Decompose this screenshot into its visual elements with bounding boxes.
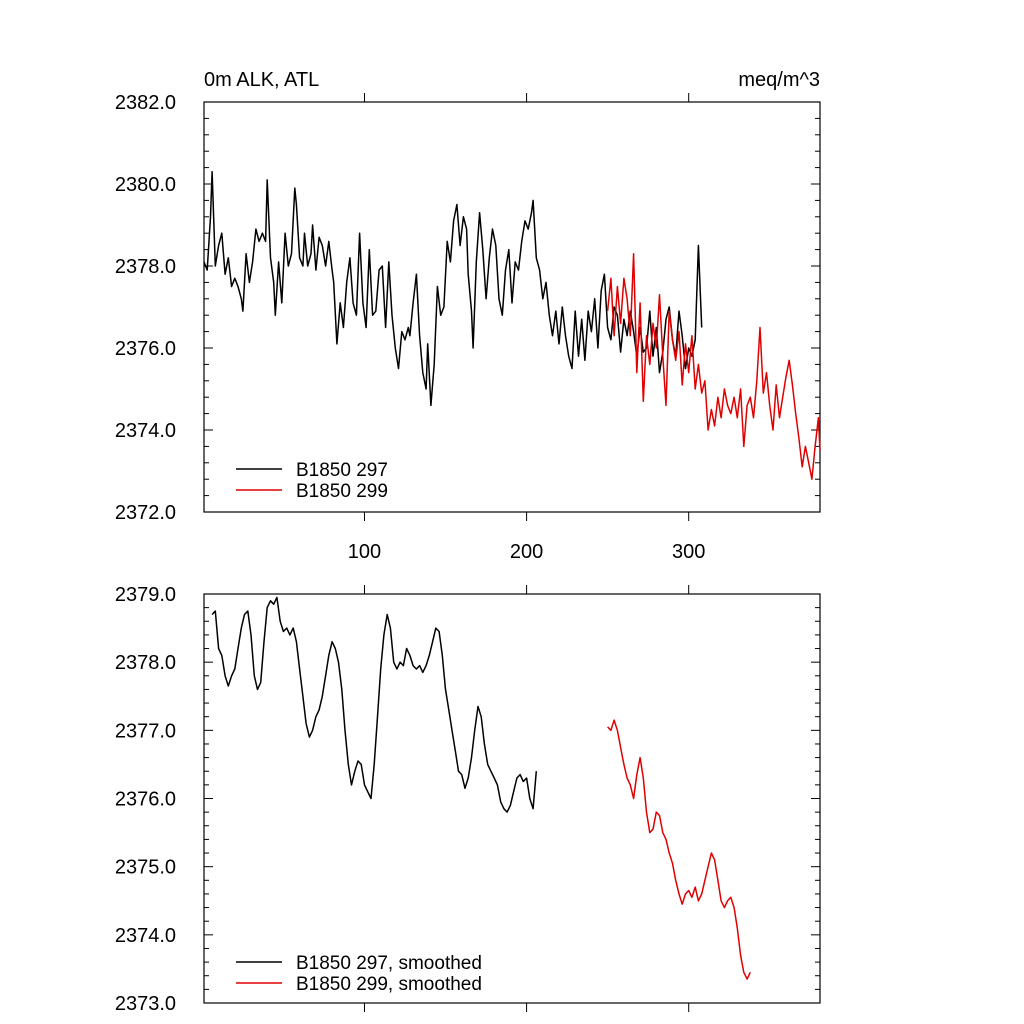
series-line-1 xyxy=(203,170,703,407)
x-tick-label: 200 xyxy=(510,541,543,563)
x-tick-label: 100 xyxy=(348,541,381,563)
y-tick-label: 2374.0 xyxy=(115,420,176,442)
legend-label: B1850 297 xyxy=(296,460,388,481)
y-tick-label: 2373.0 xyxy=(115,993,176,1015)
y-tick-label: 2376.0 xyxy=(115,338,176,360)
top-panel-units: meq/m^3 xyxy=(738,69,820,91)
y-tick-label: 2380.0 xyxy=(115,174,176,196)
y-tick-label: 2377.0 xyxy=(115,720,176,742)
legend-label: B1850 297, smoothed xyxy=(296,953,482,974)
y-tick-label: 2374.0 xyxy=(115,925,176,947)
y-tick-label: 2378.0 xyxy=(115,652,176,674)
legend-label: B1850 299, smoothed xyxy=(296,974,482,995)
top-axis-ticks: 2372.0 2374.0 2376.0 2378.0 2380.0 2382.0 100 2… xyxy=(115,92,820,563)
bottom-panel: 2373.0 2374.0 2375.0 2376.0 2377.0 2378.0 2379… xyxy=(115,584,821,1015)
y-tick-label: 2375.0 xyxy=(115,857,176,879)
y-tick-label: 2376.0 xyxy=(115,789,176,811)
y-tick-label: 2382.0 xyxy=(115,92,176,114)
series-line-1 xyxy=(211,596,538,813)
x-tick-label: 300 xyxy=(672,541,705,563)
bottom-axis-ticks: 2373.0 2374.0 2375.0 2376.0 2377.0 2378.0 2379… xyxy=(115,584,820,1015)
series-line-2 xyxy=(607,719,751,980)
y-tick-label: 2372.0 xyxy=(115,502,176,524)
top-plot-frame xyxy=(203,101,821,513)
y-tick-label: 2379.0 xyxy=(115,584,176,606)
legend-label: B1850 299 xyxy=(296,481,388,502)
top-panel: 0m ALK, ATL meq/m^3 2372.02374.02376.023… xyxy=(115,69,821,563)
top-series-layer xyxy=(203,170,821,480)
bottom-series-layer xyxy=(211,596,751,980)
top-panel-title: 0m ALK, ATL xyxy=(204,69,319,91)
y-tick-label: 2378.0 xyxy=(115,256,176,278)
series-line-2 xyxy=(606,252,821,480)
